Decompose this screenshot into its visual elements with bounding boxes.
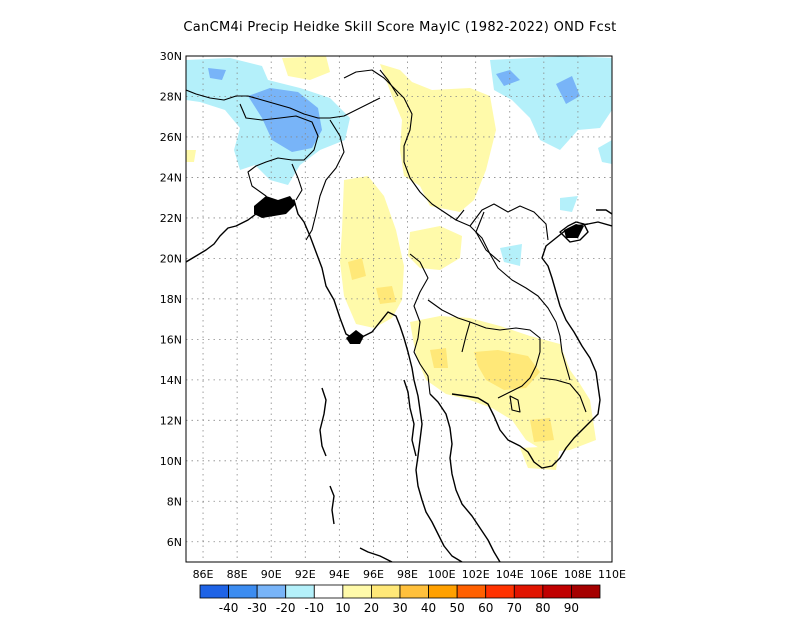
- x-tick-label: 90E: [261, 568, 282, 581]
- map-title: CanCM4i Precip Heidke Skill Score MayIC …: [183, 20, 617, 35]
- y-tick-label: 6N: [167, 536, 182, 549]
- colorbar-swatch: [342, 584, 372, 599]
- shade-light-blue-e: [598, 140, 612, 164]
- colorbar-label: 90: [564, 601, 579, 615]
- colorbar-label: 60: [478, 601, 493, 615]
- colorbar: -40 -30 -20 -10 10 20 30 40 50 60 70 80 90: [199, 584, 601, 615]
- shade-yellow-burma-mid: [408, 226, 462, 270]
- y-tick-label: 22N: [160, 212, 182, 225]
- y-tick-label: 10N: [160, 455, 182, 468]
- graticule: [186, 56, 612, 562]
- colorbar-swatch: [228, 584, 258, 599]
- y-tick-label: 12N: [160, 414, 182, 427]
- x-tick-label: 92E: [295, 568, 316, 581]
- y-tick-label: 28N: [160, 90, 182, 103]
- shade-yellow-thai-core: [474, 350, 540, 390]
- colorbar-label: -40: [219, 601, 239, 615]
- shade-yellow-yunnan: [380, 64, 496, 212]
- colorbar-label: 80: [535, 601, 550, 615]
- shade-yellow-west: [186, 150, 196, 162]
- shade-yellow-thai-core2: [430, 348, 448, 368]
- x-tick-label: 96E: [363, 568, 384, 581]
- shade-mid-blue-ne1: [496, 70, 520, 86]
- colorbar-swatch: [313, 584, 344, 599]
- colorbar-label: 30: [392, 601, 407, 615]
- colorbar-label: -10: [304, 601, 324, 615]
- skill-shading: [186, 56, 612, 470]
- country-borders: [186, 69, 587, 413]
- shade-yellow-myanmar: [340, 176, 404, 328]
- x-tick-label: 104E: [496, 568, 524, 581]
- shade-mid-blue-nw: [248, 88, 322, 152]
- colorbar-swatch: [485, 584, 515, 599]
- shade-yellow-cambodia: [530, 418, 554, 442]
- shade-light-blue-e2: [560, 196, 578, 212]
- x-tick-label: 94E: [329, 568, 350, 581]
- colorbar-swatch: [285, 584, 315, 599]
- plot-frame: [185, 55, 613, 563]
- colorbar-swatch: [571, 584, 601, 599]
- x-tick-label: 86E: [193, 568, 214, 581]
- colorbar-label: -20: [276, 601, 296, 615]
- y-tick-label: 30N: [160, 50, 182, 63]
- y-tick-label: 20N: [160, 252, 182, 265]
- colorbar-swatch: [371, 584, 401, 599]
- x-tick-label: 108E: [564, 568, 592, 581]
- colorbar-label: -30: [247, 601, 267, 615]
- shade-yellow-north: [282, 56, 330, 80]
- x-tick-label: 110E: [598, 568, 626, 581]
- shade-yellow-south: [520, 446, 560, 470]
- y-tick-label: 24N: [160, 171, 182, 184]
- y-tick-label: 16N: [160, 333, 182, 346]
- x-tick-label: 100E: [428, 568, 456, 581]
- shade-light-blue-ne: [490, 56, 612, 150]
- y-tick-label: 14N: [160, 374, 182, 387]
- y-tick-label: 26N: [160, 131, 182, 144]
- shade-yellow-myanmar-core: [348, 258, 366, 280]
- x-tick-label: 98E: [397, 568, 418, 581]
- x-tick-label: 106E: [530, 568, 558, 581]
- colorbar-swatch: [513, 584, 544, 599]
- shade-yellow-myanmar-core2: [376, 286, 396, 304]
- colorbar-label: 20: [364, 601, 379, 615]
- y-tick-label: 8N: [167, 495, 182, 508]
- x-axis-ticks: 86E 88E 90E 92E 94E 96E 98E 100E 102E 104E 106E 108…: [193, 568, 626, 581]
- shade-mid-blue-tiny: [208, 68, 226, 80]
- colorbar-label: 50: [450, 601, 465, 615]
- colorbar-swatch: [428, 584, 458, 599]
- y-tick-label: 18N: [160, 293, 182, 306]
- colorbar-swatch: [456, 584, 487, 599]
- y-axis-ticks: 6N 8N 10N 12N 14N 16N 18N 20N 22N 24N 26N 28N 30N: [160, 50, 182, 549]
- shade-mid-blue-ne2: [556, 76, 580, 104]
- colorbar-swatch: [399, 584, 429, 599]
- colorbar-swatch: [542, 584, 572, 599]
- colorbar-swatch: [199, 584, 229, 599]
- shade-light-blue-laos: [500, 244, 522, 266]
- delta-marks: [254, 196, 584, 344]
- x-tick-label: 88E: [227, 568, 248, 581]
- colorbar-label: 70: [507, 601, 522, 615]
- colorbar-label: 40: [421, 601, 436, 615]
- x-tick-label: 102E: [462, 568, 490, 581]
- colorbar-label: 10: [335, 601, 350, 615]
- colorbar-swatch: [256, 584, 287, 599]
